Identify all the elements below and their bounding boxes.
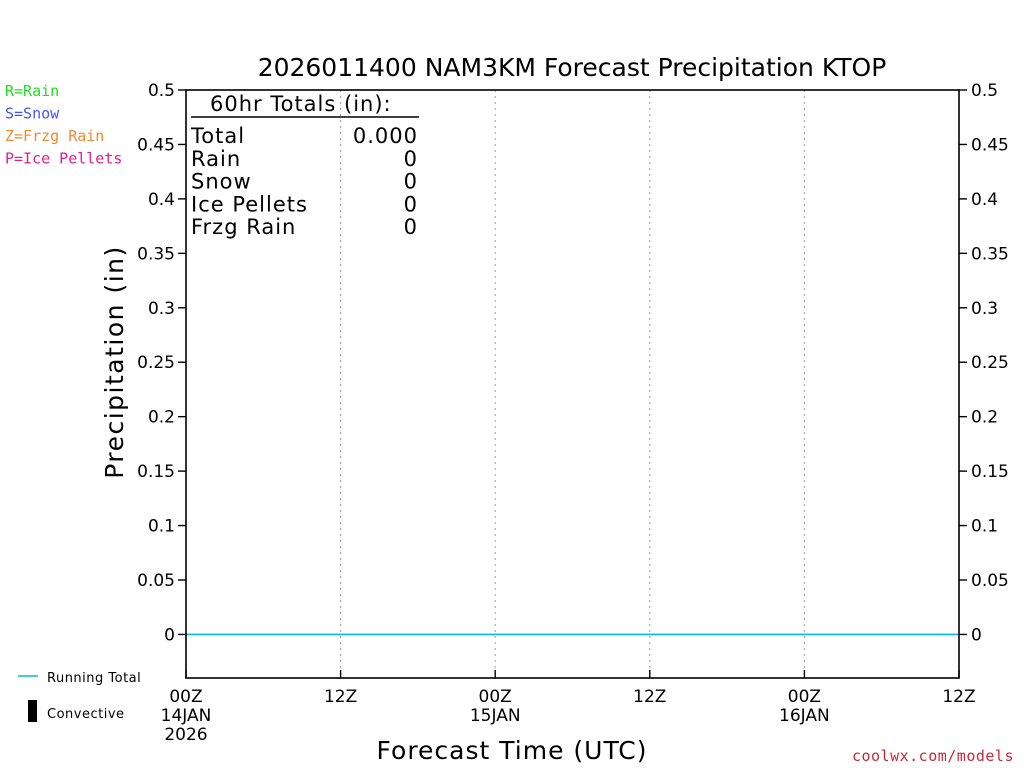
legend-label-1: Convective [47,707,125,722]
y-tick-label-left-6: 0.3 [148,299,175,319]
ptype-legend-item-2: Z=Frzg Rain [5,127,104,145]
y-tick-label-right-10: 0.5 [971,81,998,101]
x-tick-label-2: 00Z [479,687,512,707]
ptype-legend-item-3: P=Ice Pellets [5,150,122,168]
x-tick-label-4: 00Z [788,687,821,707]
y-axis-right: 0 0.05 0.1 0.15 0.2 0.25 0.3 0.35 0.4 0.45 0.5 [959,81,1009,645]
x-tick-date-0: 14JAN [161,706,212,726]
x-tick-label-3: 12Z [633,687,666,707]
totals-label-4: Frzg Rain [191,215,296,239]
y-tick-label-right-7: 0.35 [971,244,1009,264]
totals-value-3: 0 [404,192,418,216]
x-tick-label-0: 00Z [169,687,202,707]
y-tick-label-left-8: 0.4 [148,190,175,210]
totals-box: 60hr Totals (in): Total 0.000 Rain 0 Snow 0 Ice… [190,92,419,239]
legend-label-0: Running Total [47,671,141,686]
x-tick-date-2: 15JAN [470,706,521,726]
grid-lines [186,90,959,678]
y-tick-label-left-7: 0.35 [137,244,175,264]
totals-value-2: 0 [404,170,418,194]
x-tick-label-1: 12Z [324,687,357,707]
totals-label-0: Total [190,124,245,148]
y-tick-label-left-5: 0.25 [137,353,175,373]
y-tick-label-left-3: 0.15 [137,462,175,482]
x-tick-date-4: 16JAN [779,706,830,726]
y-tick-label-right-2: 0.1 [971,517,998,537]
y-tick-label-left-0: 0 [164,625,175,645]
x-axis-label: Forecast Time (UTC) [377,736,648,765]
y-tick-label-right-3: 0.15 [971,462,1009,482]
y-tick-label-right-0: 0 [971,625,982,645]
y-tick-label-left-1: 0.05 [137,571,175,591]
precip-type-legend: R=Rain S=Snow Z=Frzg Rain P=Ice Pellets [5,82,122,168]
plot-frame [185,89,960,679]
totals-value-0: 0.000 [353,124,418,148]
totals-value-4: 0 [404,215,418,239]
totals-header: 60hr Totals (in): [210,92,392,116]
totals-label-1: Rain [191,147,241,171]
ptype-legend-item-1: S=Snow [5,105,60,123]
totals-value-1: 0 [404,147,418,171]
y-tick-label-right-5: 0.25 [971,353,1009,373]
y-tick-label-right-1: 0.05 [971,571,1009,591]
totals-label-2: Snow [191,170,252,194]
y-tick-label-right-6: 0.3 [971,299,998,319]
credit-text: coolwx.com/models [852,747,1014,765]
y-axis-left: 0 0.05 0.1 0.15 0.2 0.25 0.3 0.35 0.4 0.45 0.5 [137,81,186,645]
x-tick-year-0: 2026 [164,725,207,745]
series-legend: Running Total Convective [18,671,141,722]
y-tick-label-right-4: 0.2 [971,408,998,428]
chart-title: 2026011400 NAM3KM Forecast Precipitation… [258,53,887,82]
y-axis-label: Precipitation (in) [100,245,129,479]
totals-label-3: Ice Pellets [191,192,308,216]
y-tick-label-left-10: 0.5 [148,81,175,101]
y-tick-label-right-8: 0.4 [971,190,998,210]
ptype-legend-item-0: R=Rain [5,82,59,100]
x-tick-label-5: 12Z [942,687,975,707]
y-tick-label-left-9: 0.45 [137,135,175,155]
y-tick-label-left-4: 0.2 [148,408,175,428]
y-tick-label-right-9: 0.45 [971,135,1009,155]
legend-swatch-1 [28,700,37,722]
y-tick-label-left-2: 0.1 [148,517,175,537]
